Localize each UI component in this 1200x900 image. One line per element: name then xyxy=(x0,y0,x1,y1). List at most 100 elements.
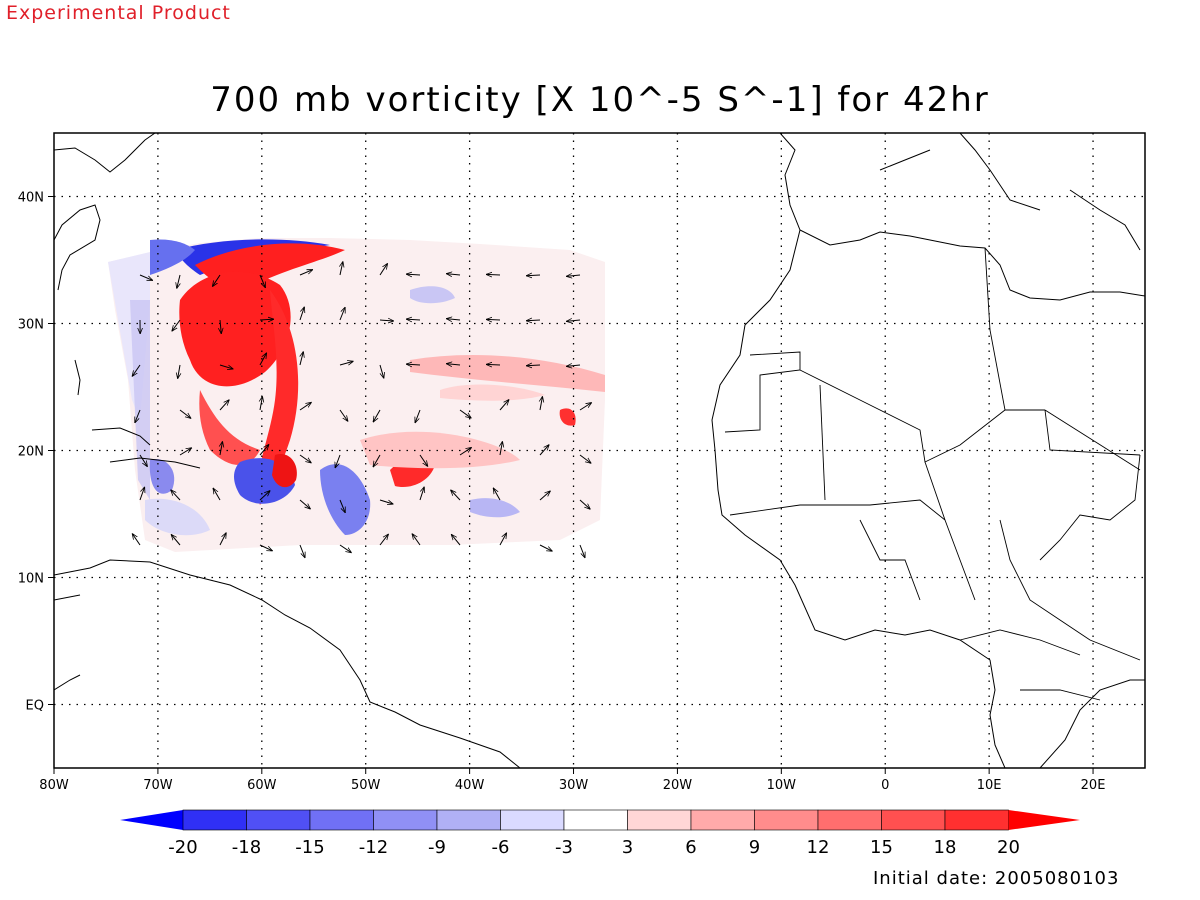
colorbar-label: 15 xyxy=(870,837,893,858)
wind-arrow xyxy=(299,544,306,558)
colorbar-cell xyxy=(881,809,946,831)
wind-arrow xyxy=(299,499,311,509)
wind-arrow xyxy=(373,409,381,422)
colorbar-cell xyxy=(436,809,501,831)
x-tick-label: 20W xyxy=(663,778,693,793)
colorbar-cell xyxy=(120,810,183,830)
wind-arrow xyxy=(526,365,541,366)
y-tick-label: 40N xyxy=(18,191,44,206)
wind-arrow xyxy=(379,263,388,276)
wind-arrow xyxy=(212,274,221,287)
wind-arrow xyxy=(406,319,421,320)
x-tick-label: 30W xyxy=(559,778,589,793)
wind-arrow xyxy=(299,307,304,321)
wind-arrow xyxy=(419,454,428,467)
colorbar-cell xyxy=(754,809,819,831)
colorbar: -20 -18 -15 -12 -9 -6 -3 3 6 9 12 15 18 20 xyxy=(120,809,1080,858)
colorbar-label: 20 xyxy=(997,837,1020,858)
wind-arrow xyxy=(486,274,501,275)
wind-arrow xyxy=(259,490,270,501)
chart-title: 700 mb vorticity [X 10^-5 S^-1] for 42hr xyxy=(210,80,990,120)
wind-arrow xyxy=(539,444,549,456)
colorbar-label: -15 xyxy=(295,837,324,858)
wind-arrow xyxy=(579,544,586,558)
initial-date: Initial date: 2005080103 xyxy=(873,868,1120,889)
wind-arrow xyxy=(299,402,312,411)
wind-arrow xyxy=(379,320,394,321)
wind-arrow xyxy=(220,319,221,334)
wind-arrow xyxy=(500,441,502,456)
wind-arrow xyxy=(379,499,393,504)
colorbar-cell xyxy=(563,809,628,831)
product-label: Experimental Product xyxy=(6,2,231,24)
wind-arrow xyxy=(339,499,346,513)
wind-arrow xyxy=(339,307,346,321)
wind-arrow xyxy=(540,396,543,411)
wind-arrow xyxy=(259,353,267,366)
wind-arrow xyxy=(134,409,141,423)
wind-arrow xyxy=(579,499,590,509)
colorbar-label: 3 xyxy=(622,837,633,858)
wind-arrow xyxy=(406,274,421,275)
colorbar-cell xyxy=(246,809,311,831)
wind-arrow xyxy=(339,361,353,366)
x-tick-label: 10W xyxy=(767,778,797,793)
wind-arrow xyxy=(171,534,181,546)
colorbar-label: -9 xyxy=(428,837,446,858)
colorbar-label: 6 xyxy=(685,837,696,858)
wind-arrow xyxy=(171,490,181,501)
wind-arrow xyxy=(259,274,266,288)
wind-arrow xyxy=(172,319,181,331)
wind-arrow xyxy=(340,261,343,276)
x-tick-label: 60W xyxy=(247,778,277,793)
colorbar-label: 12 xyxy=(807,837,830,858)
wind-arrow xyxy=(579,402,592,411)
wind-arrow xyxy=(412,534,421,546)
vorticity-field xyxy=(108,238,605,552)
wind-arrow xyxy=(526,275,541,276)
wind-arrow xyxy=(219,364,233,369)
colorbar-cell xyxy=(1008,810,1080,830)
y-tick-label: 30N xyxy=(18,318,44,333)
wind-arrow xyxy=(526,320,541,321)
wind-arrow xyxy=(139,274,153,281)
country-borders xyxy=(724,247,1141,701)
y-tick-label: 20N xyxy=(18,445,44,460)
colorbar-cell xyxy=(182,809,247,831)
colorbar-cell xyxy=(627,809,692,831)
wind-arrow xyxy=(415,409,421,423)
wind-arrow xyxy=(219,400,229,411)
x-tick-label: 20E xyxy=(1081,778,1106,793)
wind-arrow xyxy=(339,409,348,421)
wind-arrow xyxy=(178,364,180,379)
wind-arrow xyxy=(299,269,313,276)
wind-arrow xyxy=(132,364,141,377)
wind-arrow xyxy=(179,409,191,419)
wind-arrow xyxy=(499,533,507,546)
wind-arrow xyxy=(486,364,501,365)
wind-arrow xyxy=(335,454,341,468)
colorbar-label: -3 xyxy=(555,837,573,858)
wind-arrow xyxy=(300,351,303,366)
wind-arrow xyxy=(446,319,461,320)
wind-arrow xyxy=(579,454,591,463)
wind-arrow xyxy=(219,533,226,546)
colorbar-label: -18 xyxy=(232,837,261,858)
wind-arrow xyxy=(446,364,461,365)
wind-arrow xyxy=(139,487,145,501)
wind-arrow xyxy=(179,448,192,456)
wind-arrow xyxy=(450,490,461,501)
colorbar-cell xyxy=(817,809,882,831)
x-tick-label: 40W xyxy=(455,778,485,793)
colorbar-cell xyxy=(944,809,1009,831)
colorbar-cell xyxy=(309,809,374,831)
wind-arrow xyxy=(499,399,509,411)
colorbar-label: 18 xyxy=(934,837,957,858)
wind-arrow xyxy=(132,533,141,546)
y-tick-label: 10N xyxy=(18,572,44,587)
colorbar-cell xyxy=(500,809,565,831)
wind-arrow xyxy=(213,488,221,501)
wind-arrow xyxy=(493,488,501,501)
wind-arrow xyxy=(299,454,311,463)
